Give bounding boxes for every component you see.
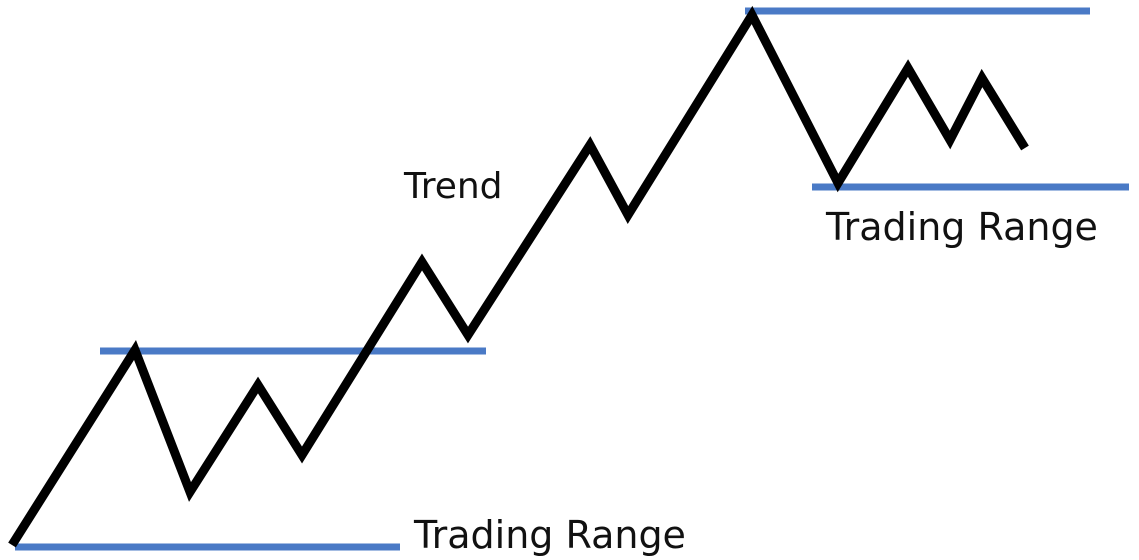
- range-label: Trading Range: [825, 205, 1098, 249]
- price-path: [8, 5, 1029, 548]
- range-label: Trading Range: [413, 513, 686, 557]
- range-lines: [15, 7, 1129, 551]
- trend-label: Trend: [403, 166, 503, 207]
